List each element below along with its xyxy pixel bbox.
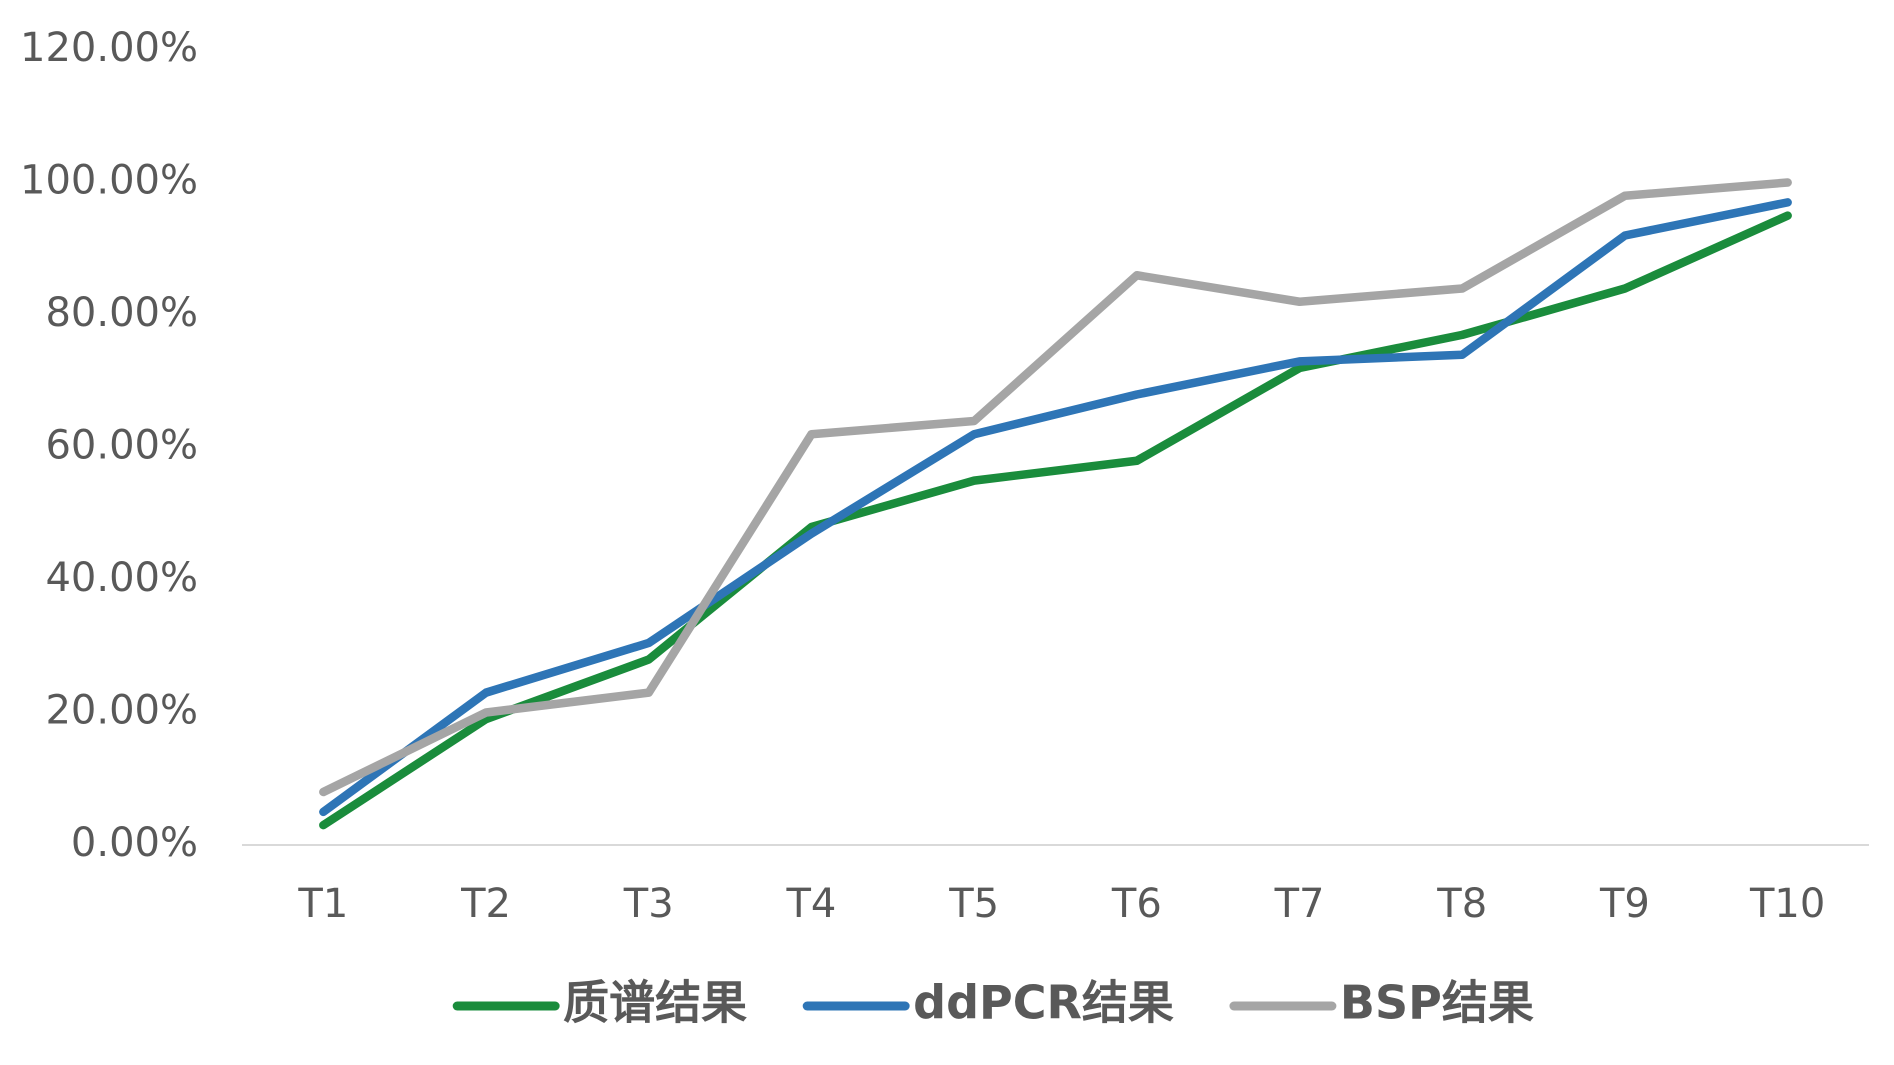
y-tick-label: 100.00% (20, 158, 198, 204)
y-tick-label: 120.00% (20, 25, 198, 71)
y-tick-label: 40.00% (45, 555, 198, 601)
y-tick-label: 80.00% (45, 290, 198, 336)
x-tick-label: T1 (297, 881, 348, 927)
x-tick-label: T7 (1274, 881, 1325, 927)
series-line (319, 211, 1792, 830)
x-tick-label: T2 (460, 881, 511, 927)
x-tick-label: T5 (948, 881, 999, 927)
legend-label: 质谱结果 (563, 976, 747, 1030)
legend-label: ddPCR结果 (913, 976, 1174, 1030)
x-tick-label: T9 (1599, 881, 1650, 927)
x-tick-label: T8 (1436, 881, 1487, 927)
x-tick-label: T10 (1749, 881, 1825, 927)
x-tick-label: T6 (1111, 881, 1162, 927)
series-line (319, 178, 1792, 797)
x-tick-label: T4 (786, 881, 837, 927)
y-tick-label: 0.00% (71, 820, 198, 866)
y-tick-label: 60.00% (45, 423, 198, 469)
series-line (319, 198, 1792, 817)
x-tick-label: T3 (623, 881, 674, 927)
y-tick-label: 20.00% (45, 688, 198, 734)
legend-label: BSP结果 (1340, 976, 1534, 1030)
